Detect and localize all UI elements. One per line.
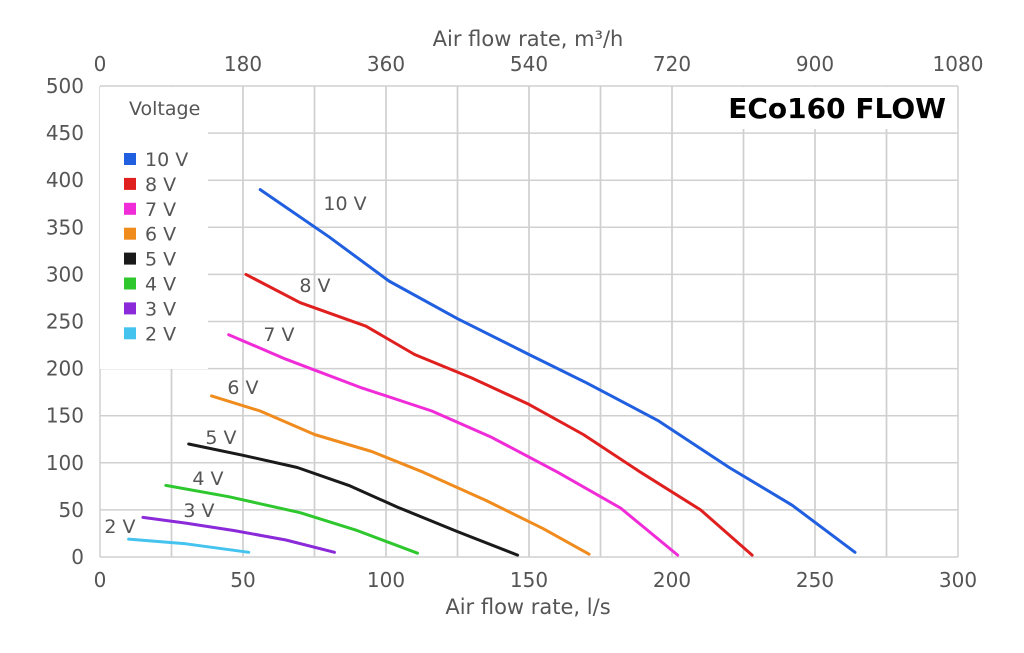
x-tick-label: 200 [653,568,691,592]
series-label: 5 V [205,427,236,449]
series-label: 4 V [192,468,223,490]
x-tick-label: 250 [796,568,834,592]
x2-tick-label: 720 [653,52,691,76]
x-tick-label: 0 [94,568,107,592]
series-line [258,188,857,554]
x-tick-label: 300 [939,568,977,592]
chart-title: ECo160 FLOW [728,92,946,125]
series-label: 8 V [299,275,330,297]
x-tick-label: 150 [510,568,548,592]
series-label: 2 V [104,516,135,538]
legend-swatch [124,302,136,315]
series-line [187,442,520,557]
x2-tick-label: 180 [224,52,262,76]
series-label: 3 V [183,500,214,522]
series-line [244,272,754,557]
series: 10 V8 V7 V6 V5 V4 V3 V2 V [104,188,857,557]
legend-swatch [124,227,136,240]
series-line [164,483,419,555]
legend-swatch [124,177,136,190]
x2-tick-label: 1080 [933,52,984,76]
x2-tick-label: 900 [796,52,834,76]
series-label: 7 V [263,324,294,346]
grid [99,85,959,558]
y-tick-label: 200 [46,357,84,381]
y-tick-label: 300 [46,262,84,286]
y-tick-label: 350 [46,215,84,239]
y-tick-label: 0 [71,545,84,569]
legend-swatch [124,252,136,265]
legend-entry: 10 V [145,149,188,171]
legend-entry: 6 V [145,224,176,246]
y-tick-label: 50 [59,498,84,522]
x2-tick-label: 0 [94,52,107,76]
legend-entry: 3 V [145,298,176,320]
legend-swatch [124,277,136,290]
y-tick-label: 250 [46,310,84,334]
y-tick-label: 500 [46,74,84,98]
legend-entry: 7 V [145,199,176,221]
legend-entry: 2 V [145,323,176,345]
series-line [141,515,336,554]
x2-axis-title: Air flow rate, m³/h [433,27,624,51]
series-label: 10 V [323,193,366,215]
y-tick-label: 400 [46,168,84,192]
legend: Voltage 10 V 8 V 7 V 6 V 5 V 4 V3 V 2 V [100,87,208,369]
series-line [227,333,680,557]
x-tick-label: 50 [230,568,255,592]
legend-entry: 8 V [145,174,176,196]
series-line [210,394,591,556]
ticks: 0 50 100 150 200 250 300 350 400 450 500 0 50 100 150 2… [46,52,984,592]
series-label: 6 V [227,377,258,399]
y-tick-label: 100 [46,451,84,475]
y-tick-label: 150 [46,404,84,428]
legend-swatch [124,153,136,165]
legend-title: Voltage [129,98,200,120]
x-tick-label: 100 [367,568,405,592]
y-tick-label: 450 [46,121,84,145]
x2-tick-label: 360 [367,52,405,76]
title-box [740,87,956,129]
series-line [127,537,251,554]
x2-tick-label: 540 [510,52,548,76]
legend-swatch [124,327,136,340]
x-axis-title: Air flow rate, l/s [445,595,610,619]
legend-swatch [124,202,136,215]
legend-entry: 4 V [145,274,176,296]
legend-entry: 5 V [145,249,176,271]
